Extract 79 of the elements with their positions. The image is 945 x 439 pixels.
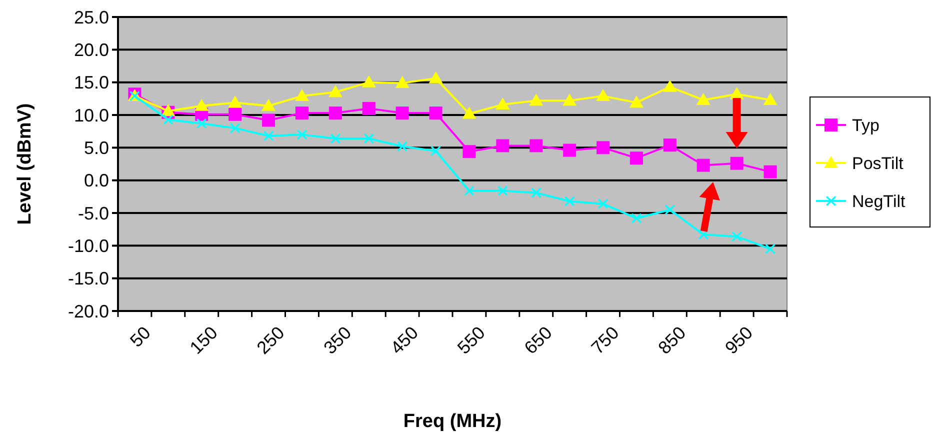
- point: [498, 186, 508, 196]
- point: [464, 186, 474, 196]
- point: [328, 85, 342, 98]
- point: [364, 134, 374, 144]
- point: [396, 106, 409, 120]
- y-tick-label: 10.0: [74, 105, 109, 126]
- point: [562, 94, 577, 106]
- y-tick-label: -10.0: [68, 236, 109, 256]
- point: [765, 244, 776, 254]
- point: [295, 106, 308, 120]
- point: [563, 144, 576, 157]
- x-tick-label: 50: [126, 322, 154, 351]
- x-tick-label: 750: [587, 322, 623, 358]
- point: [163, 114, 174, 125]
- point: [296, 130, 307, 140]
- point: [763, 92, 778, 105]
- y-axis-title: Level (dBmV): [14, 103, 36, 225]
- point: [630, 152, 643, 165]
- point: [629, 96, 644, 108]
- point: [596, 141, 610, 154]
- x-tick-label: 550: [454, 322, 489, 358]
- x-tick-label: 150: [186, 322, 222, 358]
- point: [662, 80, 677, 92]
- point: [264, 130, 274, 141]
- x-tick-label: 250: [252, 322, 288, 358]
- legend-label: Typ: [852, 116, 880, 135]
- point: [462, 106, 476, 119]
- point: [531, 188, 542, 198]
- point: [430, 146, 441, 156]
- point: [362, 102, 376, 115]
- point: [194, 98, 209, 111]
- y-tick-label: 5.0: [84, 138, 109, 158]
- x-axis-title: Freq (MHz): [403, 411, 502, 432]
- point: [732, 232, 742, 242]
- point: [262, 98, 276, 111]
- legend-label: PosTilt: [852, 154, 904, 173]
- point: [696, 158, 710, 172]
- point: [429, 106, 442, 120]
- point: [330, 134, 340, 144]
- y-tick-label: -5.0: [78, 203, 109, 224]
- point: [397, 141, 408, 152]
- point: [663, 138, 676, 152]
- point: [228, 96, 242, 108]
- y-tick-label: 15.0: [74, 72, 109, 93]
- legend-label: NegTilt: [852, 192, 906, 211]
- point: [598, 198, 608, 209]
- point: [428, 71, 443, 84]
- point: [362, 75, 376, 88]
- y-tick-label: 20.0: [74, 40, 109, 60]
- point: [328, 106, 342, 120]
- point: [596, 89, 610, 102]
- y-tick-label: -15.0: [68, 268, 109, 289]
- point: [664, 204, 675, 215]
- x-tick-label: 350: [320, 322, 356, 358]
- point: [696, 92, 710, 105]
- point: [631, 213, 642, 224]
- point: [161, 104, 176, 116]
- x-tick-label: 450: [386, 322, 422, 358]
- point: [196, 118, 207, 128]
- point: [230, 123, 240, 134]
- x-tick-label: 950: [721, 322, 757, 358]
- point: [529, 94, 544, 106]
- point: [262, 114, 276, 127]
- point: [228, 108, 242, 121]
- point: [462, 145, 476, 158]
- y-tick-label: 25.0: [74, 7, 109, 28]
- point: [564, 196, 575, 206]
- point: [730, 156, 744, 170]
- x-tick-label: 650: [520, 322, 556, 358]
- x-tick-label: 850: [654, 322, 690, 358]
- y-tick-label: -20.0: [68, 301, 109, 322]
- point: [764, 165, 777, 178]
- y-tick-label: 0.0: [84, 170, 109, 191]
- point: [530, 139, 543, 152]
- point: [395, 76, 410, 88]
- point: [496, 98, 510, 110]
- point: [698, 230, 708, 240]
- point: [294, 89, 309, 102]
- point: [496, 139, 510, 152]
